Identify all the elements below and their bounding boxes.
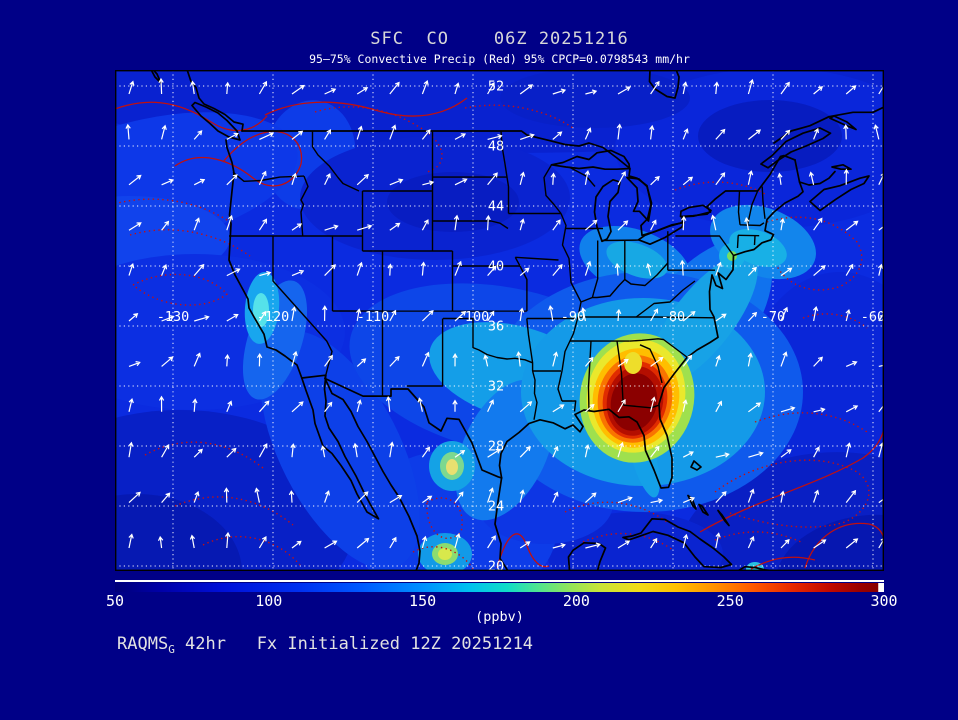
- map-frame: [115, 70, 884, 571]
- model-name: RAQMS: [117, 634, 169, 654]
- co-concentration-map: 52 48 44 40 36 32 28 24 20 -130 -120 -110 -100 -90 -80…: [115, 70, 884, 571]
- lon-label: -90: [561, 309, 585, 325]
- colorbar-gradient: [115, 583, 884, 592]
- model-run-annotation: RAQMSG 42hr Fx Initialized 12Z 20251214: [117, 634, 533, 656]
- run-info: 42hr Fx Initialized 12Z 20251214: [174, 634, 534, 654]
- colorbar-tick-label: 300: [870, 592, 898, 610]
- lat-label: 32: [488, 379, 504, 395]
- colorbar-tick-label: 100: [255, 592, 283, 610]
- lon-label: -60: [861, 309, 884, 325]
- lat-label: 44: [488, 199, 504, 215]
- precip-contours-dotted: [115, 104, 870, 570]
- colorbar-unit-label: (ppbv): [475, 609, 524, 625]
- colorbar-tick-label: 200: [562, 592, 590, 610]
- lat-label: 52: [488, 79, 504, 95]
- graticule-labels: 52 48 44 40 36 32 28 24 20 -130 -120 -110 -100 -90 -80…: [157, 79, 884, 572]
- lat-label: 24: [488, 499, 504, 515]
- graticule: [115, 70, 884, 571]
- wind-vectors: [125, 77, 884, 549]
- lon-label: -70: [761, 309, 785, 325]
- lon-label: -110: [357, 309, 390, 325]
- colorbar-tick-label: 50: [105, 592, 125, 610]
- colorbar-tick-label: 250: [716, 592, 744, 610]
- lon-label: -80: [661, 309, 685, 325]
- colorbar-axis-line: [115, 580, 884, 582]
- colorbar-tick-label: 150: [409, 592, 437, 610]
- lat-label: 20: [488, 559, 504, 572]
- lon-label: -130: [157, 309, 190, 325]
- lat-label: 36: [488, 319, 504, 335]
- lat-label: 40: [488, 259, 504, 275]
- coastlines: [150, 70, 884, 571]
- lon-label: -100: [457, 309, 490, 325]
- plot-subtitle: 95–75% Convective Precip (Red) 95% CPCP=…: [309, 52, 690, 66]
- lat-label: 28: [488, 439, 504, 455]
- lat-label: 48: [488, 139, 504, 155]
- plot-title: SFC CO 06Z 20251216: [370, 29, 629, 49]
- lon-label: -120: [257, 309, 290, 325]
- map-panel: 52 48 44 40 36 32 28 24 20 -130 -120 -110 -100 -90 -80…: [115, 70, 884, 571]
- model-name-subscript: G: [168, 643, 175, 656]
